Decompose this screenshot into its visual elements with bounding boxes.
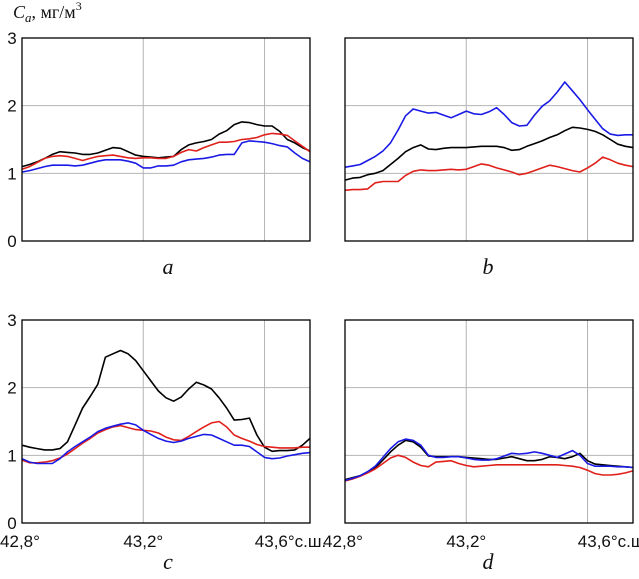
panel-d: 42,8° 43,2° 43,6°с.ш. d xyxy=(323,319,639,574)
panel-label: d xyxy=(483,549,495,574)
y-tick-label: 3 xyxy=(7,311,16,330)
plot-frame xyxy=(21,37,311,242)
x-tick-label: 43,6°с.ш. xyxy=(255,532,326,551)
series-line-black xyxy=(21,349,311,453)
series-line-red xyxy=(21,420,310,464)
y-tick-label: 0 xyxy=(7,232,16,251)
y-axis-subscript: a xyxy=(25,10,32,25)
y-axis-unit-superscript: 3 xyxy=(76,0,82,13)
series-line-black xyxy=(21,121,311,168)
series-line-blue xyxy=(21,140,311,173)
plot-frame xyxy=(21,319,311,524)
y-tick-label: 3 xyxy=(7,29,16,48)
panel-a: 0 1 2 3 a xyxy=(7,29,311,279)
series-line-blue xyxy=(344,438,634,482)
y-tick-label: 1 xyxy=(7,164,16,183)
panel-c: 0 1 2 3 42,8° 43,2° 43,6°с.ш. c xyxy=(0,311,326,574)
y-tick-label: 0 xyxy=(7,514,16,533)
plot-frame xyxy=(344,37,634,242)
panel-label: c xyxy=(163,549,173,574)
y-tick-label: 2 xyxy=(7,379,16,398)
y-axis-label: Ca, мг/м3 xyxy=(13,0,82,25)
series-line-blue xyxy=(21,422,311,465)
panel-b: b xyxy=(344,37,634,279)
y-axis-unit: , мг/м xyxy=(32,2,76,22)
plot-frame xyxy=(344,319,634,524)
panel-label: b xyxy=(483,254,494,279)
y-tick-label: 2 xyxy=(7,97,16,116)
y-axis-symbol: C xyxy=(13,2,26,22)
series-line-black xyxy=(344,126,634,181)
series-line-red xyxy=(21,132,311,171)
series-line-blue xyxy=(344,81,633,168)
x-tick-label: 43,6°с.ш. xyxy=(578,532,639,551)
series-line-red xyxy=(344,454,634,482)
x-tick-label: 42,8° xyxy=(0,532,40,551)
series-line-red xyxy=(344,156,634,192)
panel-label: a xyxy=(163,254,174,279)
x-tick-label: 43,2° xyxy=(446,532,486,551)
x-tick-label: 43,2° xyxy=(123,532,163,551)
y-tick-label: 1 xyxy=(7,446,16,465)
x-tick-label: 42,8° xyxy=(323,532,363,551)
